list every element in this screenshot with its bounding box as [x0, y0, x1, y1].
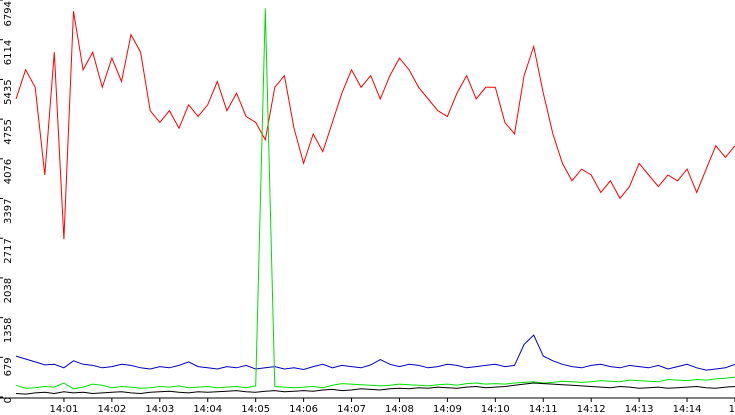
y-tick-label: 2038	[3, 278, 14, 303]
y-tick-label: 4076	[3, 159, 14, 184]
y-tick-label: 4755	[3, 119, 14, 144]
y-tick-label: 3397	[3, 199, 14, 224]
x-tick-label: 14:03	[145, 404, 174, 415]
x-tick-label: 14:02	[97, 404, 126, 415]
x-tick-label: 14:05	[241, 404, 270, 415]
series-line	[15, 382, 735, 395]
x-tick-label: 14:10	[481, 404, 510, 415]
y-tick-label: 6114	[3, 40, 14, 65]
y-tick-label: 2717	[3, 238, 14, 263]
x-tick-label: 14:01	[50, 404, 79, 415]
y-tick-label: 5435	[3, 79, 14, 104]
series-line	[15, 11, 735, 240]
series-line	[15, 8, 735, 390]
x-tick-label: 14:07	[337, 404, 366, 415]
y-tick-label: 679	[3, 357, 14, 376]
y-tick-label: 0	[3, 397, 14, 403]
y-tick-label: 1358	[3, 318, 14, 343]
x-tick-label: 14:08	[385, 404, 414, 415]
x-tick-label: 14:09	[433, 404, 462, 415]
y-tick-label: 6794	[3, 1, 14, 26]
x-tick-label: 14:04	[193, 404, 222, 415]
x-tick-label: 14:13	[625, 404, 654, 415]
x-tick-label: 14:06	[289, 404, 318, 415]
x-tick-label: 14:14	[673, 404, 702, 415]
x-tick-label: 14	[729, 404, 735, 415]
series-line	[15, 334, 735, 371]
x-tick-label: 14:11	[529, 404, 558, 415]
x-tick-label: 14:12	[577, 404, 606, 415]
